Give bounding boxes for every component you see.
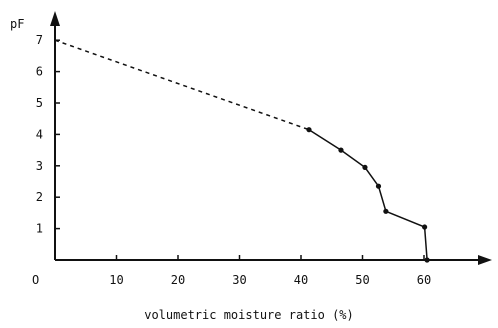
y-axis-label: pF [10, 17, 24, 31]
x-tick-label: 50 [355, 273, 369, 287]
data-point [383, 208, 389, 214]
y-tick-label: 7 [36, 33, 43, 47]
y-tick-label: 2 [36, 190, 43, 204]
y-tick-label: 3 [36, 159, 43, 173]
data-point [362, 164, 368, 170]
extrapolated-dashed-line [54, 39, 310, 131]
y-tick-label: 6 [36, 65, 43, 79]
data-point [375, 183, 382, 189]
x-tick-label: 30 [232, 273, 246, 287]
data-point [306, 127, 312, 133]
origin-label: O [32, 273, 39, 287]
data-point [422, 224, 428, 230]
x-axis-label: volumetric moisture ratio (%) [144, 308, 354, 322]
x-tick-label: 60 [417, 273, 431, 287]
data-point [424, 257, 430, 263]
x-tick-label: 10 [109, 273, 123, 287]
measured-curve-line [308, 129, 428, 261]
x-tick-label: 40 [294, 273, 308, 287]
series [54, 39, 430, 263]
ticks: 1 2 3 4 5 6 7 10 20 30 40 50 60 [36, 33, 431, 287]
labels: pF O volumetric moisture ratio (%) [10, 17, 354, 322]
x-axis-arrowhead [478, 255, 492, 265]
y-tick-label: 5 [36, 96, 43, 110]
y-axis-arrowhead [50, 11, 60, 26]
y-tick-label: 4 [36, 127, 43, 141]
x-tick-label: 20 [171, 273, 185, 287]
y-tick-label: 1 [36, 222, 43, 236]
axes [50, 11, 492, 265]
data-point [338, 147, 344, 153]
